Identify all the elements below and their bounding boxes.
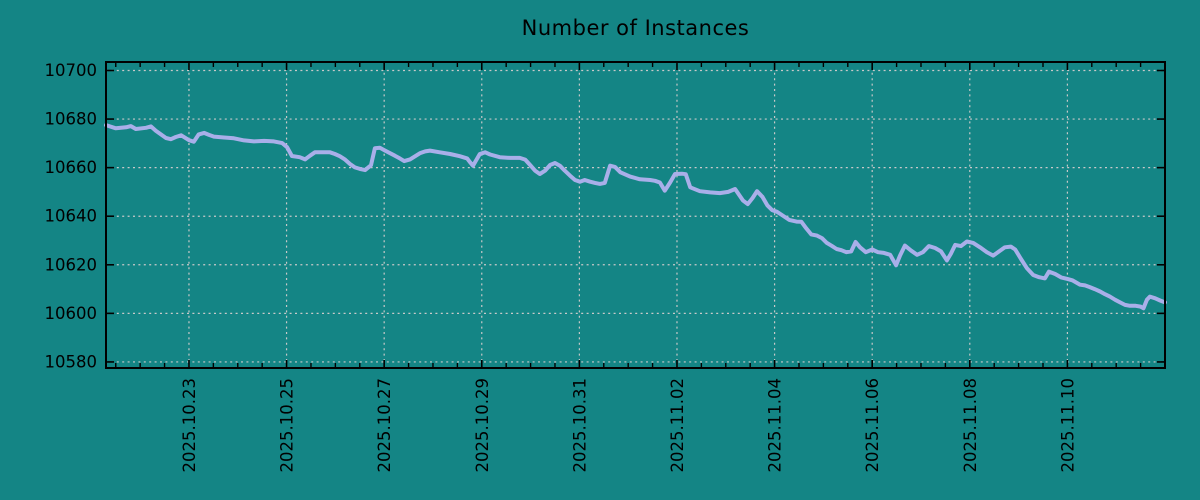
x-tick-label: 2025.10.27 [375, 378, 394, 472]
x-tick-label: 2025.10.29 [473, 378, 492, 472]
y-tick-label: 10700 [45, 61, 98, 80]
y-tick-label: 10660 [45, 158, 98, 177]
series-line-instances [104, 123, 1167, 311]
y-tick-label: 10600 [45, 304, 98, 323]
x-tick-label: 2025.11.02 [668, 378, 687, 472]
chart-title: Number of Instances [521, 16, 750, 40]
y-tick-label: 10580 [45, 352, 98, 371]
y-tick-label: 10680 [45, 110, 98, 129]
x-tick-label: 2025.10.31 [570, 378, 589, 472]
y-tick-label: 10640 [45, 207, 98, 226]
series-layer [104, 123, 1167, 311]
x-tick-label: 2025.11.04 [766, 378, 785, 472]
grid-layer [106, 62, 1165, 368]
x-tick-label: 2025.11.08 [961, 378, 980, 472]
x-tick-label: 2025.10.25 [278, 378, 297, 472]
axis-layer [105, 61, 1166, 369]
x-tick-label: 2025.11.06 [863, 378, 882, 472]
label-layer: 10580 10600 10620 10640 10660 10680 10700 2025.… [45, 61, 1078, 472]
x-tick-label: 2025.11.10 [1058, 378, 1077, 472]
x-tick-label: 2025.10.23 [180, 378, 199, 472]
y-tick-label: 10620 [45, 255, 98, 274]
plot-border [105, 61, 1166, 369]
